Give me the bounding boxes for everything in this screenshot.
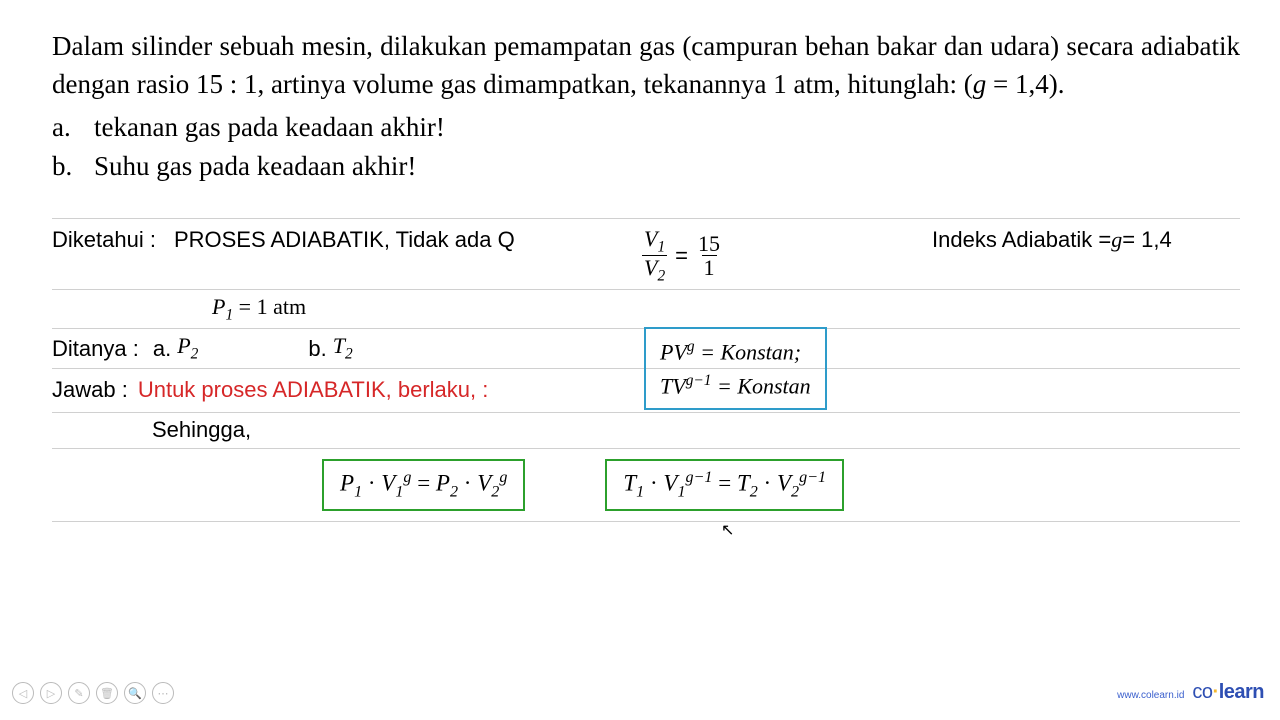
ditanya-p2: P2 (177, 333, 198, 363)
g-variable: g (973, 69, 987, 99)
player-controls: ◁ ▷ ✎ 🗑 🔍 ⋯ (12, 682, 174, 704)
g-value: = 1,4). (986, 69, 1064, 99)
bottom-bar: ◁ ▷ ✎ 🗑 🔍 ⋯ www.colearn.id co·learn (12, 681, 1264, 704)
play-button[interactable]: ▷ (40, 682, 62, 704)
row-sehingga: Sehingga, (52, 413, 1240, 449)
ditanya-cell: Ditanya : a. P2 b. T2 (52, 333, 632, 363)
diketahui-left: Diketahui : PROSES ADIABATIK, Tidak ada … (52, 227, 632, 253)
indeks-g: g (1111, 227, 1122, 253)
volume-fraction: V1 V2 = 15 1 (632, 227, 932, 285)
indeks-label: Indeks Adiabatik = (932, 227, 1111, 253)
prev-button[interactable]: ◁ (12, 682, 34, 704)
row-jawab: Jawab : Untuk proses ADIABATIK, berlaku,… (52, 369, 1240, 413)
cursor-icon: ↖ (721, 520, 734, 540)
page-content: Dalam silinder sebuah mesin, dilakukan p… (0, 0, 1280, 522)
row-formulas: P1 · V1g = P2 · V2g T1 · V1g−1 = T2 · V2… (52, 449, 1240, 522)
jawab-label: Jawab : (52, 377, 128, 403)
frac-15-1: 15 1 (696, 232, 722, 279)
diketahui-label: Diketahui : (52, 227, 156, 253)
more-button[interactable]: ⋯ (152, 682, 174, 704)
tv-formula-box: T1 · V1g−1 = T2 · V2g−1 (605, 459, 844, 511)
brand-url: www.colearn.id (1117, 690, 1184, 701)
row-p1: P1 = 1 atm (52, 290, 1240, 329)
problem-statement: Dalam silinder sebuah mesin, dilakukan p… (52, 28, 1240, 104)
indeks-val: = 1,4 (1122, 227, 1172, 253)
search-button[interactable]: 🔍 (124, 682, 146, 704)
ditanya-label: Ditanya : (52, 336, 139, 362)
p1-equation: P1 = 1 atm (212, 294, 306, 324)
solution-area: Diketahui : PROSES ADIABATIK, Tidak ada … (52, 218, 1240, 522)
question-b: b. Suhu gas pada keadaan akhir! (52, 147, 1240, 186)
row-ditanya: Ditanya : a. P2 b. T2 PVg = Konstan; TVg… (52, 329, 1240, 368)
edit-button[interactable]: ✎ (68, 682, 90, 704)
logo-co: co (1192, 681, 1212, 703)
question-a: a. tekanan gas pada keadaan akhir! (52, 108, 1240, 147)
ditanya-b-marker: b. (308, 336, 326, 362)
brand-logo: co·learn (1192, 681, 1264, 704)
question-list: a. tekanan gas pada keadaan akhir! b. Su… (52, 108, 1240, 186)
eq-sign: = (675, 243, 688, 269)
proses-text: PROSES ADIABATIK, Tidak ada Q (174, 227, 515, 253)
question-b-text: Suhu gas pada keadaan akhir! (94, 147, 416, 186)
logo-learn: learn (1219, 681, 1264, 703)
ditanya-a-marker: a. (153, 336, 171, 362)
sehingga-text: Sehingga, (52, 417, 251, 443)
marker-b: b. (52, 147, 94, 186)
p1-cell: P1 = 1 atm (52, 294, 632, 324)
marker-a: a. (52, 108, 94, 147)
delete-button[interactable]: 🗑 (96, 682, 118, 704)
pv-konstan: PVg = Konstan; (660, 335, 811, 368)
brand-area: www.colearn.id co·learn (1117, 681, 1264, 704)
jawab-red-text: Untuk proses ADIABATIK, berlaku, : (138, 377, 489, 403)
question-a-text: tekanan gas pada keadaan akhir! (94, 108, 445, 147)
pv-formula-box: P1 · V1g = P2 · V2g (322, 459, 525, 511)
ditanya-t2: T2 (333, 333, 353, 363)
indeks-col: Indeks Adiabatik = g = 1,4 (932, 227, 1240, 253)
row-diketahui: Diketahui : PROSES ADIABATIK, Tidak ada … (52, 218, 1240, 290)
frac-v1v2: V1 V2 (642, 227, 667, 285)
